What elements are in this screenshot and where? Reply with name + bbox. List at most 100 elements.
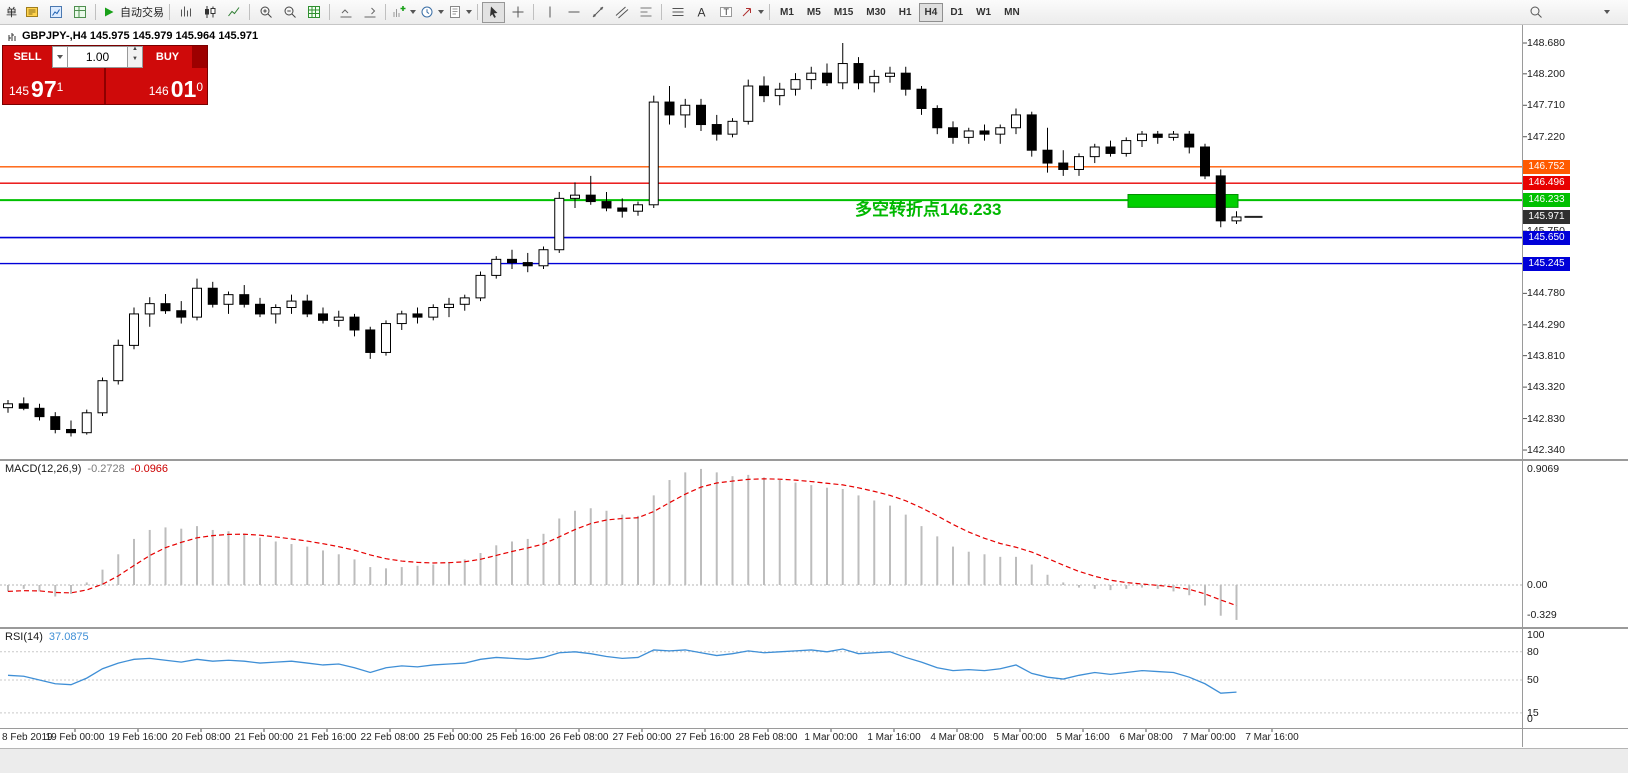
fibonacci-button[interactable]: [634, 2, 657, 23]
equidistant-channel-button[interactable]: [610, 2, 633, 23]
candle-body: [3, 403, 13, 409]
line-chart-button[interactable]: [222, 2, 245, 23]
time-label: 21 Feb 16:00: [297, 732, 357, 743]
stepper-up-icon[interactable]: ▲: [132, 46, 138, 52]
timeframe-m15-button[interactable]: M15: [828, 3, 859, 22]
bar-chart-icon: [180, 6, 191, 17]
timeframe-m30-button[interactable]: M30: [860, 3, 891, 22]
zoom-out-button[interactable]: [278, 2, 301, 23]
time-label: 21 Feb 00:00: [234, 732, 294, 743]
autotrading-button[interactable]: 自动交易: [100, 2, 165, 23]
timeframe-m1-button[interactable]: M1: [774, 3, 800, 22]
time-label: 5 Mar 16:00: [1056, 732, 1110, 743]
order-type-dropdown[interactable]: [52, 46, 68, 68]
market-watch-button[interactable]: [68, 2, 91, 23]
candle-body: [1137, 133, 1147, 142]
stepper-down-icon[interactable]: ▼: [132, 56, 138, 62]
candle-body: [617, 207, 628, 212]
price-tag-line[interactable]: 146.233: [1523, 193, 1570, 208]
trendline-button[interactable]: [586, 2, 609, 23]
price-tag-line[interactable]: 145.245: [1523, 256, 1570, 271]
horizontal-line-button[interactable]: [562, 2, 585, 23]
candlestick-chart-button[interactable]: [198, 2, 221, 23]
indicators-button[interactable]: [390, 2, 417, 23]
candle-body: [507, 258, 517, 264]
price-tag-line[interactable]: 145.650: [1523, 230, 1570, 245]
rsi-axis-label: 0: [1527, 713, 1533, 725]
toolbar-separator: [385, 4, 386, 20]
bar-chart-button[interactable]: [174, 2, 197, 23]
arrows-icon: [742, 8, 751, 17]
toolbar: 单 自动交易 A T M1 M5 M15 M30 H1 H4 D1 W1 MN: [0, 0, 1628, 25]
candle-body: [113, 344, 124, 382]
candle-body: [711, 124, 722, 135]
candle-body: [979, 130, 990, 135]
text-label-button[interactable]: T: [714, 2, 737, 23]
candle-body: [255, 303, 265, 315]
line-chart-icon: [227, 7, 239, 17]
candle-body: [1231, 216, 1242, 222]
panel-splitter-rsi[interactable]: [0, 627, 1628, 629]
trendline-icon: [592, 6, 603, 18]
panel-splitter-macd[interactable]: [0, 459, 1628, 461]
buy-button[interactable]: BUY: [143, 46, 192, 68]
zoom-in-icon: [260, 6, 272, 18]
auto-scroll-button[interactable]: [334, 2, 357, 23]
sell-price[interactable]: 145 97 1: [9, 76, 64, 102]
buy-price[interactable]: 146 01 0: [104, 68, 207, 104]
chart-shift-button[interactable]: [358, 2, 381, 23]
grid-button[interactable]: [302, 2, 325, 23]
candle-body: [696, 104, 706, 126]
price-label: 144.290: [1527, 318, 1565, 331]
sell-button[interactable]: SELL: [3, 46, 52, 68]
macd-label: MACD(12,26,9) -0.2728 -0.0966: [5, 463, 169, 475]
candle-body: [538, 249, 549, 267]
timeframe-mn-button[interactable]: MN: [998, 3, 1026, 22]
crosshair-button[interactable]: [506, 2, 529, 23]
price-tag-line[interactable]: 146.496: [1523, 176, 1570, 191]
cursor-button[interactable]: [482, 1, 505, 23]
symbol-info: GBPJPY-,H4 145.975 145.979 145.964 145.9…: [7, 30, 258, 42]
cursor-icon: [489, 6, 497, 18]
timeframe-w1-button[interactable]: W1: [970, 3, 997, 22]
macd-axis-label: 0.9069: [1527, 462, 1560, 475]
chart-annotation-text[interactable]: 多空转折点146.233: [855, 200, 1002, 219]
price-label: 148.200: [1527, 67, 1565, 80]
auto-scroll-icon: [340, 9, 351, 18]
zoom-in-button[interactable]: [254, 2, 277, 23]
arrows-button[interactable]: [738, 2, 765, 23]
lot-size-input[interactable]: 1.00: [68, 46, 128, 68]
candle-body: [680, 104, 691, 116]
timeframe-d1-button[interactable]: D1: [944, 3, 969, 22]
shapes-button[interactable]: [666, 2, 689, 23]
lot-stepper[interactable]: ▲ ▼: [128, 46, 143, 68]
timeframe-h4-button[interactable]: H4: [918, 2, 944, 22]
candle-body: [995, 127, 1006, 135]
candle-body: [900, 72, 911, 90]
candle-body: [759, 85, 769, 97]
templates-button[interactable]: [446, 2, 473, 23]
price-tag-line[interactable]: 146.752: [1523, 159, 1570, 174]
search-button[interactable]: [1524, 2, 1547, 23]
candle-body: [144, 303, 155, 315]
candle-body: [1089, 146, 1100, 158]
vertical-line-button[interactable]: [538, 2, 561, 23]
crosshair-icon: [512, 6, 523, 18]
periods-button[interactable]: [418, 2, 445, 23]
candle-body: [129, 313, 139, 346]
time-label: 19 Feb 16:00: [108, 732, 168, 743]
candle-body: [428, 307, 439, 318]
toolbar-separator: [477, 4, 478, 20]
new-order-button[interactable]: [20, 2, 43, 23]
text-button[interactable]: A: [690, 2, 713, 23]
toolbar-overflow-button[interactable]: [1595, 2, 1618, 23]
candle-body: [475, 274, 486, 299]
timeframe-h1-button[interactable]: H1: [893, 3, 918, 22]
charts-button[interactable]: [44, 2, 67, 23]
candle-body: [286, 300, 297, 309]
highlight-rectangle[interactable]: [1127, 194, 1239, 208]
horizontal-line-icon: [568, 11, 579, 13]
timeframe-m5-button[interactable]: M5: [801, 3, 827, 22]
text-label-icon: T: [719, 7, 732, 17]
